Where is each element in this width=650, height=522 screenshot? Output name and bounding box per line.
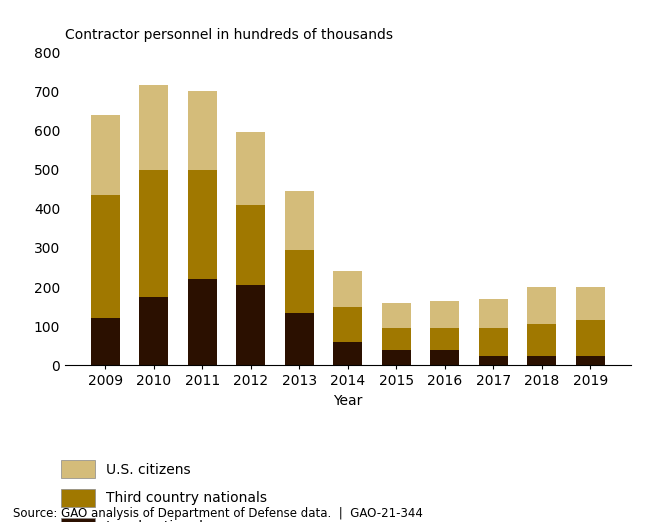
Bar (382, 328, 411, 350)
Bar (91, 318, 120, 365)
Bar (188, 91, 217, 170)
Bar (139, 86, 168, 170)
Bar (236, 285, 265, 365)
Bar (527, 287, 556, 324)
Bar (333, 342, 362, 365)
Bar (285, 250, 314, 313)
Bar (430, 328, 460, 350)
Bar (91, 115, 120, 195)
Text: Contractor personnel in hundreds of thousands: Contractor personnel in hundreds of thou… (65, 28, 393, 42)
Bar (139, 297, 168, 365)
Bar (333, 271, 362, 307)
Bar (576, 355, 604, 365)
Bar (527, 324, 556, 355)
Bar (236, 205, 265, 285)
Text: Source: GAO analysis of Department of Defense data.  |  GAO-21-344: Source: GAO analysis of Department of De… (13, 507, 423, 520)
Bar (285, 313, 314, 365)
Legend: U.S. citizens, Third country nationals, Local nationals: U.S. citizens, Third country nationals, … (60, 460, 267, 522)
Bar (139, 170, 168, 297)
Bar (430, 301, 460, 328)
Bar (478, 328, 508, 355)
Bar (430, 350, 460, 365)
Bar (478, 355, 508, 365)
Bar (188, 279, 217, 365)
Bar (91, 195, 120, 318)
Bar (527, 355, 556, 365)
Bar (333, 307, 362, 342)
Bar (478, 299, 508, 328)
Bar (382, 303, 411, 328)
Bar (382, 350, 411, 365)
Bar (188, 170, 217, 279)
X-axis label: Year: Year (333, 394, 363, 408)
Bar (576, 321, 604, 355)
Bar (236, 133, 265, 205)
Bar (576, 287, 604, 321)
Bar (285, 191, 314, 250)
